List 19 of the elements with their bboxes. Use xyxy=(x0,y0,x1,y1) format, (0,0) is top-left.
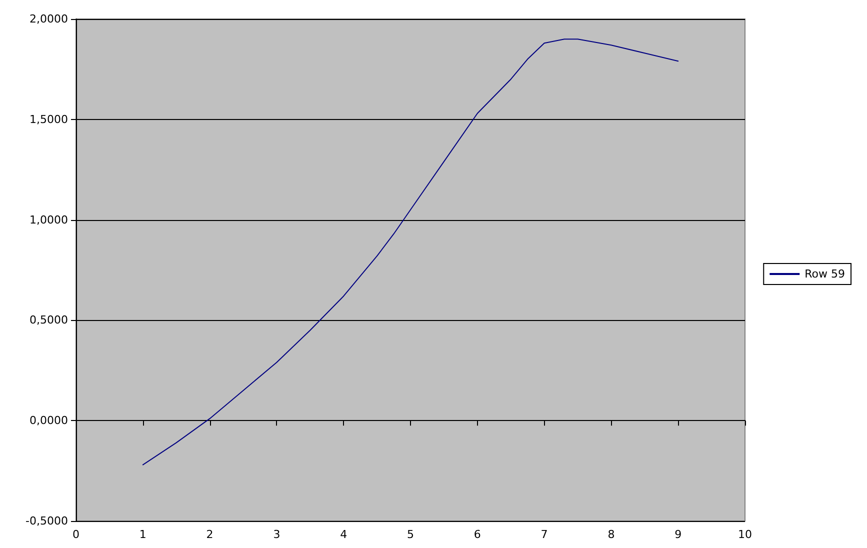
y-tick-label: 0,0000 xyxy=(30,414,68,428)
x-tick-label: 2 xyxy=(206,528,214,541)
y-tick-label: 1,0000 xyxy=(30,213,68,226)
x-tick-label: 9 xyxy=(674,528,682,541)
x-tick-label: 8 xyxy=(608,528,615,541)
y-tick-label: -0,5000 xyxy=(26,514,68,528)
x-tick-label: 0 xyxy=(72,528,80,541)
x-tick-label: 4 xyxy=(340,528,348,541)
x-tick-label: 7 xyxy=(540,528,548,541)
legend-label: Row 59 xyxy=(804,268,846,280)
y-tick-label: 0,5000 xyxy=(30,314,68,327)
y-tick-label: 2,0000 xyxy=(30,12,68,26)
x-tick-label: 3 xyxy=(273,528,280,541)
x-tick-label: 6 xyxy=(474,528,481,541)
y-tick-label: 1,5000 xyxy=(30,112,68,126)
x-tick-label: 1 xyxy=(139,528,146,541)
line-series xyxy=(142,38,679,466)
x-tick-label: 10 xyxy=(738,528,752,541)
x-tick-label: 5 xyxy=(407,528,414,541)
